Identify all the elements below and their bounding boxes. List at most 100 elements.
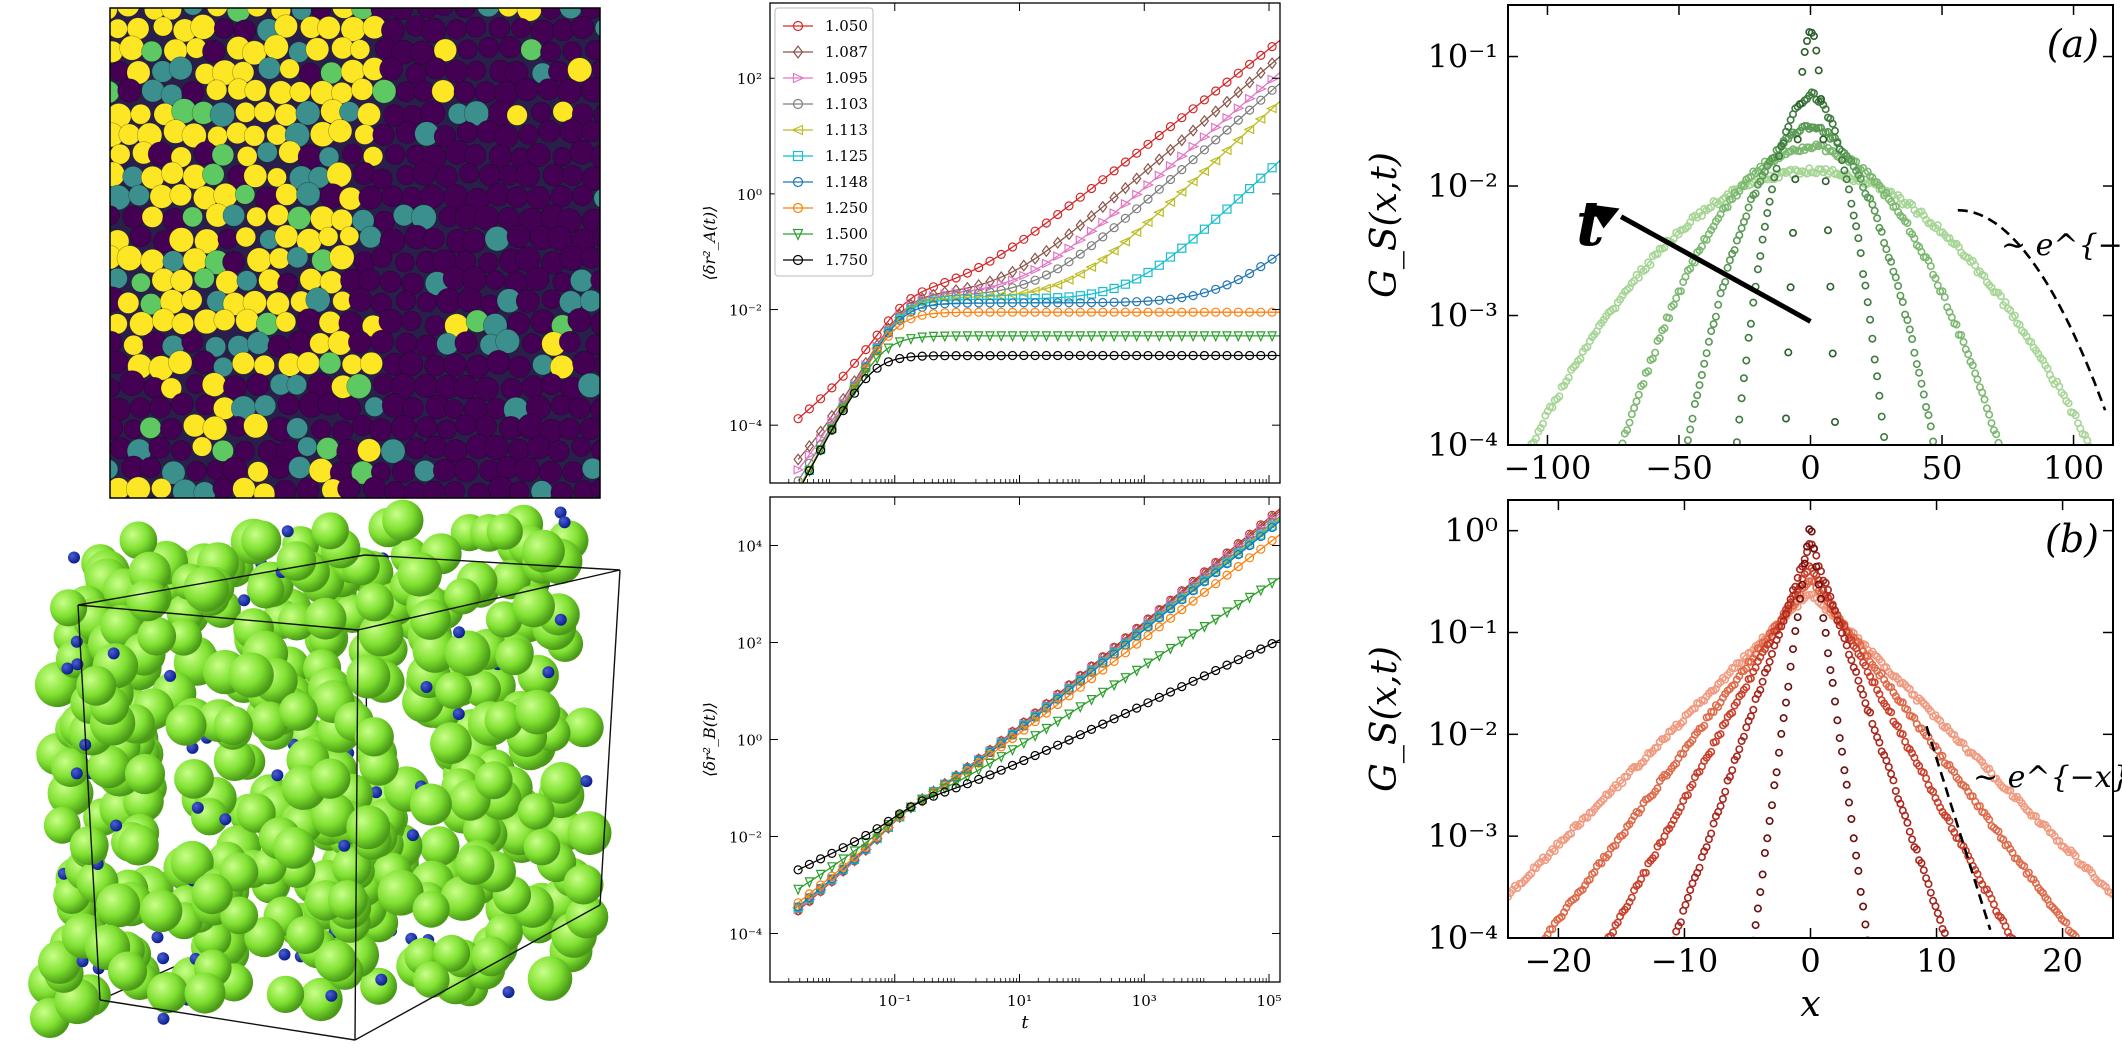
particle — [253, 354, 275, 376]
msd-b-panel: 10⁻¹ 10¹ 10³ 10⁵ 10⁻⁴ 10⁻² 10⁰ 10² 10⁴ ⟨δr²_B(t)⟩… — [700, 496, 1282, 1033]
data-point — [974, 262, 984, 273]
data-point — [1840, 634, 1849, 643]
data-point — [1233, 103, 1245, 114]
y-tick-label: 10⁰ — [737, 186, 762, 204]
data-point — [1086, 298, 1097, 308]
data-point — [1222, 570, 1232, 580]
data-point — [1742, 664, 1751, 673]
series-1.750 — [801, 350, 1280, 483]
particle — [296, 478, 320, 498]
data-point — [1555, 392, 1564, 401]
data-point — [1154, 622, 1164, 632]
data-point — [1609, 928, 1618, 937]
data-point — [985, 282, 997, 292]
y-axis-label: G_S(x,t) — [1364, 646, 1405, 792]
data-point — [1756, 685, 1765, 694]
particle — [247, 461, 269, 483]
data-point — [1938, 751, 1947, 760]
data-point — [804, 877, 815, 889]
data-point — [1700, 721, 1709, 730]
particle — [243, 164, 268, 188]
data-point — [1623, 426, 1632, 435]
data-point — [1683, 791, 1692, 800]
particle — [474, 415, 497, 438]
data-point — [1098, 232, 1108, 242]
data-point — [1847, 814, 1856, 823]
data-point — [996, 331, 1007, 343]
large-particle — [413, 961, 450, 998]
legend-label: 1.500 — [825, 225, 868, 243]
particle — [593, 104, 600, 127]
data-point — [1233, 350, 1243, 361]
data-point — [1707, 829, 1716, 838]
particle — [110, 18, 128, 39]
particle — [580, 246, 600, 269]
data-point — [1688, 780, 1697, 789]
large-particle — [126, 579, 169, 622]
data-point — [1053, 694, 1063, 704]
data-point — [1165, 160, 1177, 171]
data-point — [1817, 594, 1826, 603]
x-tick-label: 10⁵ — [1256, 992, 1281, 1010]
y-tick-label: 10⁻² — [1428, 715, 1498, 753]
data-point — [872, 824, 882, 834]
particle — [567, 57, 593, 83]
large-particle — [184, 972, 226, 1014]
particle — [552, 101, 574, 123]
data-point — [1098, 175, 1108, 185]
data-point — [1007, 733, 1018, 744]
data-point — [1177, 151, 1189, 162]
data-point — [1746, 674, 1755, 683]
data-point — [1222, 95, 1232, 108]
data-point — [1548, 403, 1557, 412]
particle — [515, 288, 540, 313]
data-point — [1211, 122, 1222, 133]
particle — [432, 458, 456, 482]
particle — [338, 311, 363, 336]
particle — [129, 225, 152, 248]
large-particle — [107, 951, 148, 991]
data-point — [1188, 104, 1198, 114]
data-point — [1165, 643, 1176, 655]
data-point — [1742, 683, 1751, 692]
data-point — [1007, 242, 1018, 252]
particle — [412, 161, 437, 186]
legend: 1.050 1.087 1.095 1.103 1.113 1.125 1.148 1.250… — [774, 7, 874, 277]
small-particle — [502, 986, 515, 999]
data-point — [1613, 783, 1622, 792]
particle — [311, 419, 332, 440]
data-point — [1119, 236, 1131, 247]
particle — [289, 81, 311, 103]
data-point — [1188, 291, 1198, 301]
particle — [374, 210, 395, 232]
data-point — [1856, 249, 1865, 258]
data-point — [1154, 331, 1165, 343]
particle — [295, 100, 321, 126]
data-point — [793, 453, 803, 466]
x-tick-label: 100 — [2043, 449, 2104, 487]
data-point — [1211, 568, 1221, 578]
data-point — [1760, 222, 1769, 231]
particle — [526, 142, 551, 167]
large-particle — [354, 717, 394, 757]
data-point — [1086, 694, 1097, 706]
particle — [581, 457, 600, 480]
data-point — [1188, 629, 1199, 641]
data-point — [1222, 331, 1232, 343]
data-point — [1882, 245, 1891, 254]
particle — [297, 144, 323, 170]
particle — [530, 309, 555, 334]
particle — [424, 57, 448, 80]
particle — [401, 396, 424, 419]
data-point — [1075, 702, 1086, 714]
particle — [379, 270, 402, 293]
particle — [243, 125, 265, 147]
data-point — [1177, 350, 1187, 361]
particle — [384, 481, 407, 498]
data-point — [1973, 375, 1982, 384]
data-point — [1789, 645, 1798, 654]
data-point — [792, 20, 804, 32]
data-point — [1877, 227, 1886, 236]
particle — [119, 35, 145, 61]
large-particle — [137, 616, 177, 656]
